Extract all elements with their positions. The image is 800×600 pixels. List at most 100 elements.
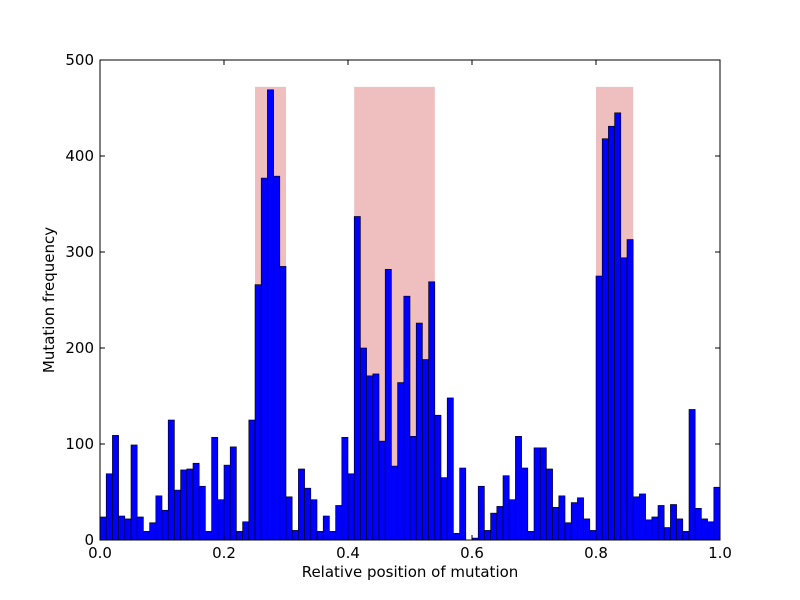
- x-tick-label: 0.0: [88, 544, 112, 562]
- bar-12: [174, 489, 181, 541]
- y-tick-label: 0: [84, 531, 94, 549]
- bar-37: [329, 531, 336, 541]
- bar-0: [99, 516, 107, 541]
- bar-65: [502, 475, 510, 541]
- bar-16: [198, 485, 206, 541]
- bar-86: [632, 496, 640, 541]
- bar-54: [434, 414, 442, 541]
- bar-87: [639, 493, 646, 541]
- x-tick-label: 0.2: [212, 544, 236, 562]
- bar-83: [614, 112, 622, 541]
- y-tick-label: 100: [65, 435, 94, 453]
- bar-58: [459, 467, 467, 541]
- bar-52: [422, 359, 429, 541]
- bar-98: [707, 521, 715, 541]
- bar-1: [105, 473, 113, 541]
- bar-55: [440, 477, 448, 541]
- bar-72: [546, 468, 553, 541]
- bar-71: [539, 447, 547, 541]
- bar-44: [372, 373, 380, 541]
- bar-5: [130, 444, 138, 541]
- bar-35: [316, 531, 324, 541]
- x-axis-ticks: 0.0 0.2 0.4 0.6 0.8 1.0: [88, 60, 732, 562]
- y-tick-label: 200: [65, 339, 94, 357]
- bar-39: [341, 436, 349, 541]
- x-tick-label: 0.6: [460, 544, 484, 562]
- bar-78: [583, 518, 591, 541]
- bar-63: [490, 512, 498, 541]
- bar-13: [180, 469, 188, 541]
- bar-88: [645, 519, 653, 541]
- bar-23: [242, 521, 250, 541]
- bar-32: [298, 468, 305, 541]
- bar-85: [626, 239, 634, 541]
- bar-51: [415, 322, 423, 541]
- bar-14: [186, 468, 194, 541]
- y-axis-label: Mutation frequency: [40, 227, 58, 373]
- bar-79: [589, 530, 597, 541]
- bar-3: [118, 515, 126, 541]
- bar-47: [391, 465, 398, 541]
- bar-24: [248, 419, 256, 541]
- x-tick-label: 1.0: [708, 544, 732, 562]
- bar-15: [192, 462, 200, 541]
- bar-4: [124, 518, 132, 541]
- bar-57: [453, 532, 460, 541]
- bar-30: [285, 496, 293, 541]
- bar-70: [533, 447, 541, 541]
- bar-80: [595, 275, 603, 541]
- bar-25: [254, 284, 262, 541]
- y-tick-label: 300: [65, 243, 94, 261]
- bar-95: [688, 409, 696, 541]
- bar-84: [620, 257, 628, 541]
- bar-77: [577, 497, 584, 541]
- bar-9: [155, 495, 163, 541]
- bar-64: [496, 506, 504, 541]
- bar-45: [378, 440, 386, 541]
- bar-66: [508, 499, 516, 541]
- bar-27: [267, 89, 274, 541]
- bar-20: [223, 464, 231, 541]
- bar-50: [409, 436, 417, 541]
- bar-53: [428, 281, 436, 541]
- bar-42: [360, 347, 367, 541]
- bar-74: [558, 495, 566, 541]
- x-tick-label: 0.8: [584, 544, 608, 562]
- bar-92: [670, 504, 677, 541]
- bar-29: [279, 266, 287, 541]
- bar-18: [211, 436, 219, 541]
- bar-6: [136, 516, 144, 541]
- bar-76: [570, 502, 578, 541]
- bar-94: [682, 531, 690, 541]
- bar-62: [484, 530, 491, 541]
- bar-73: [552, 507, 560, 541]
- bar-93: [676, 518, 684, 541]
- bar-49: [403, 295, 411, 541]
- bar-67: [515, 436, 522, 541]
- bar-28: [273, 175, 281, 541]
- bar-69: [527, 531, 535, 541]
- bar-7: [143, 531, 150, 541]
- bar-8: [149, 522, 157, 541]
- bar-97: [701, 518, 708, 541]
- bar-21: [229, 446, 237, 541]
- bar-10: [161, 509, 169, 541]
- bar-31: [291, 530, 299, 541]
- bar-11: [167, 419, 175, 541]
- bar-34: [310, 499, 318, 541]
- bar-48: [397, 382, 405, 541]
- y-tick-label: 400: [65, 147, 94, 165]
- bar-36: [322, 515, 330, 541]
- bar-96: [694, 508, 702, 541]
- bar-19: [217, 499, 225, 541]
- x-tick-label: 0.4: [336, 544, 360, 562]
- bar-2: [112, 435, 119, 541]
- bar-56: [446, 397, 454, 541]
- bar-91: [663, 527, 671, 541]
- bar-75: [564, 522, 572, 541]
- bar-22: [236, 531, 243, 541]
- bar-89: [651, 516, 659, 541]
- bar-46: [384, 268, 392, 541]
- bar-61: [477, 485, 485, 541]
